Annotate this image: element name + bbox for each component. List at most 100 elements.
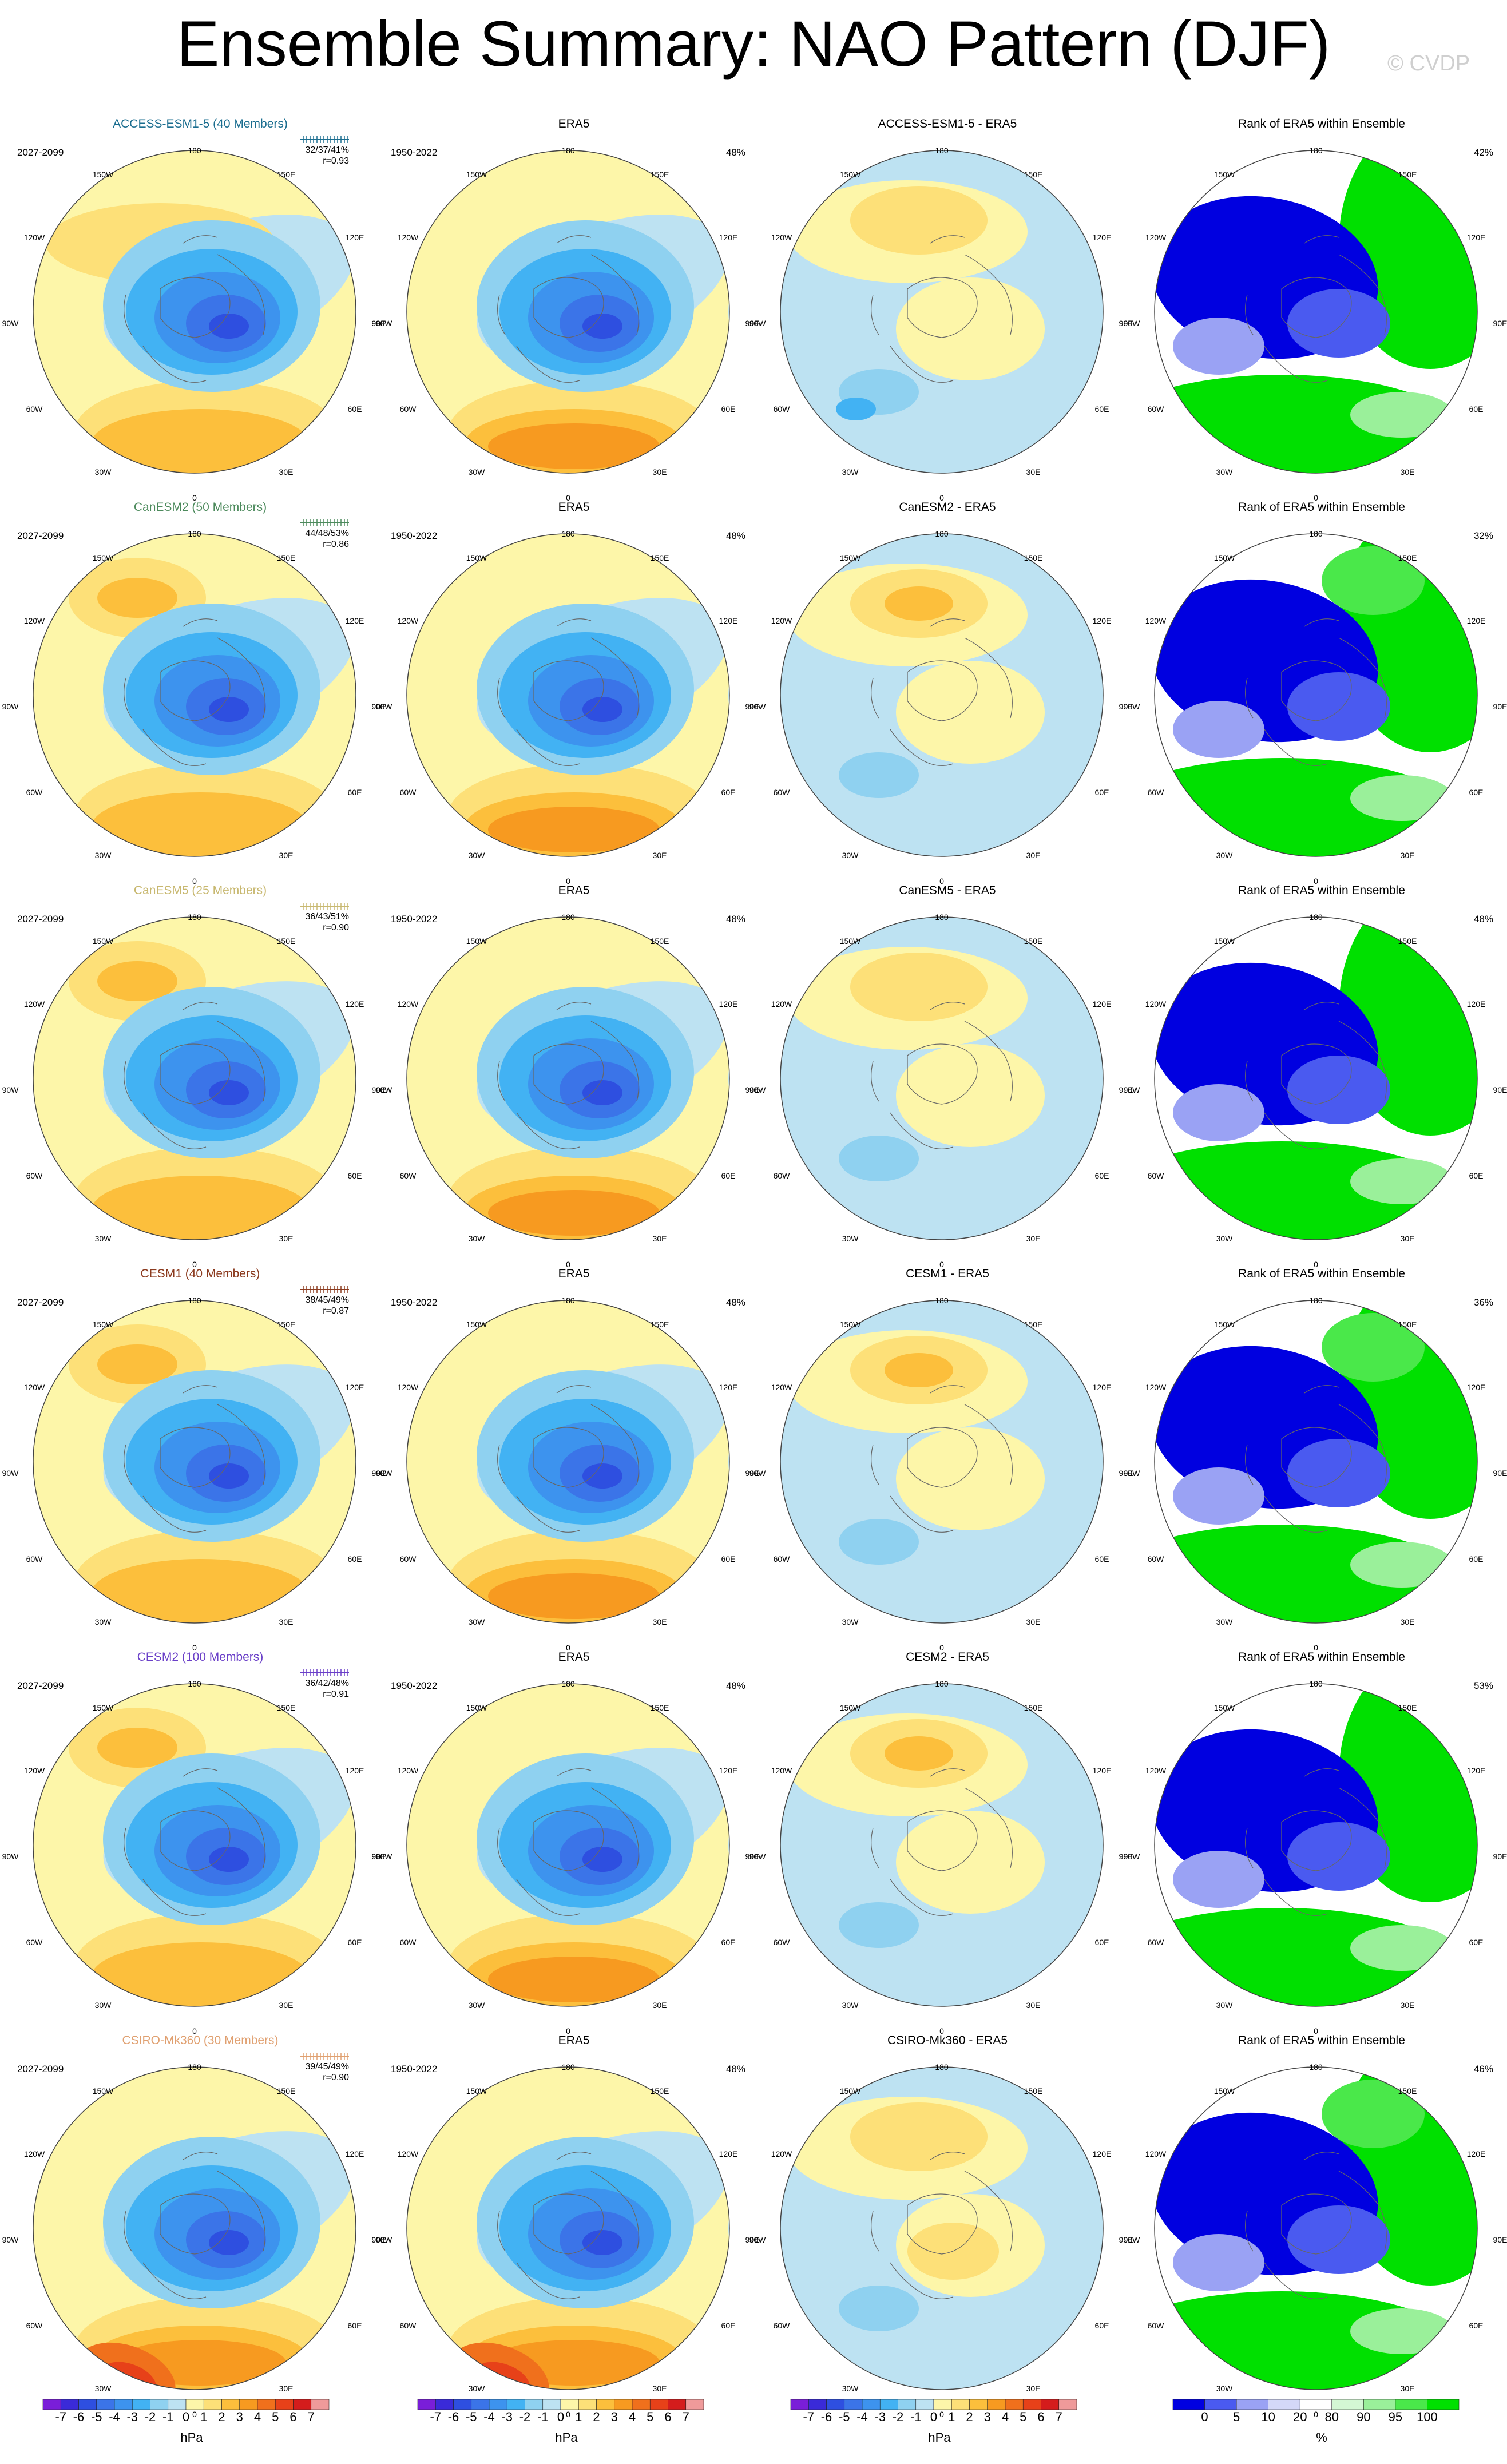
lon-label: 150W [1213,1320,1235,1329]
map-border [780,1683,1104,2007]
diff-panel: 180 150E 120E 90E 60E 30E 0 30W 60W 90W 120W 150W CE… [749,1267,1133,1652]
lon-label: 120E [345,1766,364,1775]
lon-label: 120E [1466,2149,1486,2159]
lon-label: 120W [1145,616,1167,625]
lon-label: 180 [561,2062,575,2072]
colorbar-swatch [96,2399,115,2410]
coastline [124,294,132,335]
colorbar-swatch [1427,2399,1460,2410]
colorbar-swatch [951,2399,970,2410]
lon-label: 90W [1123,1469,1140,1478]
coastline [217,1021,265,1102]
lon-label: 30E [1400,2384,1415,2393]
explained-variance: 36/42/48% [305,1679,349,1688]
coastline [1245,677,1254,719]
coastline [964,254,1013,335]
pattern-correlation: r=0.91 [323,1689,349,1699]
coastline [217,1404,265,1485]
lon-label: 0 [939,876,944,886]
obs-panel: 180 150E 120E 90E 60E 30E 0 30W 60W 90W 120W 150W ER… [376,2034,760,2419]
lon-label: 60W [1147,788,1164,797]
rank-panel: 180 150E 120E 90E 60E 30E 0 30W 60W 90W 120W 150W Ra… [1124,1267,1507,1652]
panel-title: ERA5 [558,1650,590,1664]
stats-label: 32/37/41% r=0.93 [305,145,349,166]
lon-label: 150W [92,170,114,179]
percent-label: 53% [1473,1680,1493,1691]
coastline [1304,1385,1339,1394]
coastline [964,1787,1013,1868]
coastline [217,254,265,335]
lon-label: 30E [279,2001,294,2010]
polar-map [780,1683,1104,2007]
lon-label: 30E [279,1617,294,1626]
colorbar-swatch [1363,2399,1396,2410]
lon-label: 180 [935,1679,949,1688]
colorbar-tick-label: -7 [803,2410,814,2424]
colorbar-swatch [114,2399,133,2410]
lon-label: 120W [771,1383,792,1392]
coastline [907,277,978,338]
lon-label: 180 [1309,529,1323,538]
lon-label: 120W [397,999,419,1009]
colorbar-unit: hPa [180,2430,203,2445]
lon-label: 150W [839,1703,861,1712]
rank-low-center [1287,2205,1390,2274]
diff-neg-core [836,398,876,420]
diff-neg-atl [839,1519,919,1565]
lon-label: 60W [1147,2321,1164,2330]
lon-label: 150E [276,2086,296,2096]
panel-title: CESM2 - ERA5 [906,1650,989,1664]
lon-label: 30W [1216,2384,1233,2393]
map-border [406,533,730,857]
lon-label: 150W [839,1320,861,1329]
colorbar-tick-label: -4 [856,2410,868,2424]
colorbar-swatch [862,2399,881,2410]
colorbar-tick-label: -6 [448,2410,459,2424]
coastline [1264,2262,1328,2299]
lon-label: 150E [1024,1320,1043,1329]
polar-map [780,1300,1104,1624]
rank-mid-green [1350,775,1453,821]
lon-label: 60E [1469,788,1484,797]
lon-label: 90E [371,2235,386,2244]
coastline [183,1768,218,1777]
diff-neg-atl [839,2286,919,2331]
lon-label: 150E [1024,937,1043,946]
lon-label: 90W [749,702,766,711]
diff-panel: 180 150E 120E 90E 60E 30E 0 30W 60W 90W 120W 150W CS… [749,2034,1133,2419]
coastline [124,1827,132,1868]
lon-label: 60E [1469,1938,1484,1947]
coastline [1338,1021,1387,1102]
coastline [217,2171,265,2252]
lon-label: 150E [1398,1703,1417,1712]
colorbar-tick-label: 3 [611,2410,618,2424]
lon-label: 180 [188,912,201,922]
lon-label: 150W [92,2086,114,2096]
colorbar-swatch [649,2399,668,2410]
coastline [497,294,506,335]
lon-label: 120E [1092,2149,1112,2159]
lon-label: 120E [345,616,364,625]
lon-label: 150E [650,553,669,562]
lon-label: 30E [1400,851,1415,860]
lon-label: 30E [1026,2384,1041,2393]
lon-label: 60W [1147,1171,1164,1180]
coastline [497,1061,506,1102]
colorbar-swatch [915,2399,934,2410]
percent-label: 48% [725,530,745,541]
period-label: 1950-2022 [391,914,438,925]
colorbar-swatch [1331,2399,1364,2410]
coastline [907,1810,978,1871]
colorbar-swatch [489,2399,507,2410]
polar-map [406,150,730,474]
lon-label: 120E [345,999,364,1009]
panel-title: CanESM2 (50 Members) [133,501,267,514]
lon-label: 60E [721,788,736,797]
map-border [406,1683,730,2007]
model-panel: 180 150E 120E 90E 60E 30E 0 30W 60W 90W 120W 150W AC… [2,117,386,502]
lon-label: 90E [1493,1852,1507,1861]
polar-map [406,1300,730,1624]
colorbar-tick-label: -3 [874,2410,886,2424]
lon-label: 120W [23,999,45,1009]
coastline [142,1879,207,1916]
